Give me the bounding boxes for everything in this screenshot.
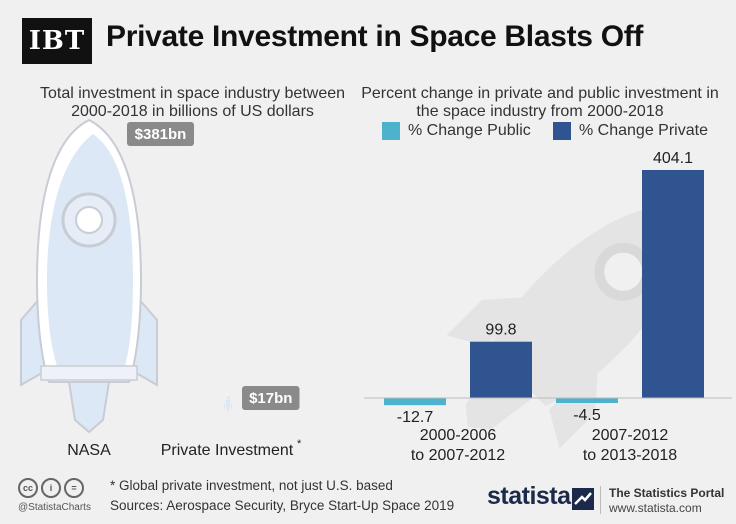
right-chart-subtitle: Percent change in private and public inv… — [361, 85, 719, 120]
ibt-logo: IBT — [22, 18, 92, 64]
category-label-1-0: 2007-2012 — [592, 427, 669, 444]
data-label-0-1: -4.5 — [573, 407, 601, 424]
no-derivatives-icon: = — [64, 478, 84, 498]
bar-0-0 — [384, 398, 446, 406]
attribution-icon: i — [41, 478, 61, 498]
bar-1-1 — [642, 170, 704, 398]
data-label-0-0: -12.7 — [397, 409, 434, 426]
value-label-0: $381bn — [135, 126, 187, 143]
license-icons: cc i = — [18, 478, 84, 498]
header: IBT Private Investment in Space Blasts O… — [0, 0, 736, 64]
cc-icon: cc — [18, 478, 38, 498]
value-label-1: $17bn — [249, 390, 292, 407]
legend-item-public: % Change Public — [382, 122, 531, 140]
data-label-1-0: 99.8 — [485, 322, 516, 339]
footnote: * Global private investment, not just U.… — [110, 478, 393, 493]
rocket-bar-0 — [20, 118, 158, 434]
data-label-1-1: 404.1 — [653, 150, 693, 167]
category-footnote-mark: * — [297, 438, 302, 450]
category-label-1: Private Investment — [161, 442, 294, 459]
legend-label-public: % Change Public — [408, 122, 531, 139]
page-title: Private Investment in Space Blasts Off — [106, 20, 644, 53]
legend-swatch-public — [382, 122, 400, 140]
background-rocket-icon — [446, 206, 689, 449]
category-label-1-1: to 2013-2018 — [583, 447, 677, 464]
rocket-chart: $381bn NASA $17bn Private Investment * — [20, 118, 302, 459]
value-badge-0 — [127, 122, 194, 146]
statista-handle: @StatistaCharts — [18, 502, 91, 513]
legend-item-private: % Change Private — [553, 122, 708, 140]
statista-logo: statista — [487, 482, 571, 510]
bar-0-1 — [556, 398, 618, 403]
bar-1-0 — [470, 341, 532, 398]
portal-title: The Statistics Portal — [609, 486, 725, 500]
footer-divider — [600, 486, 601, 514]
value-badge-1 — [242, 386, 300, 410]
rocket-bar-1 — [224, 393, 232, 412]
category-label-0-1: to 2007-2012 — [411, 447, 505, 464]
statistics-portal: The Statistics Portal www.statista.com — [609, 486, 724, 516]
legend-swatch-private — [553, 122, 571, 140]
statista-mark-icon — [572, 488, 594, 510]
sources: Sources: Aerospace Security, Bryce Start… — [110, 498, 455, 513]
portal-url: www.statista.com — [609, 501, 702, 515]
percent-change-chart: -12.7 -4.5 99.8 404.1 2000-2006 to 2007-2012 2… — [364, 150, 732, 464]
left-chart-subtitle: Total investment in space industry betwe… — [39, 85, 346, 120]
category-label-0-0: 2000-2006 — [420, 427, 497, 444]
legend-label-private: % Change Private — [579, 122, 708, 139]
category-label-0: NASA — [67, 442, 111, 459]
